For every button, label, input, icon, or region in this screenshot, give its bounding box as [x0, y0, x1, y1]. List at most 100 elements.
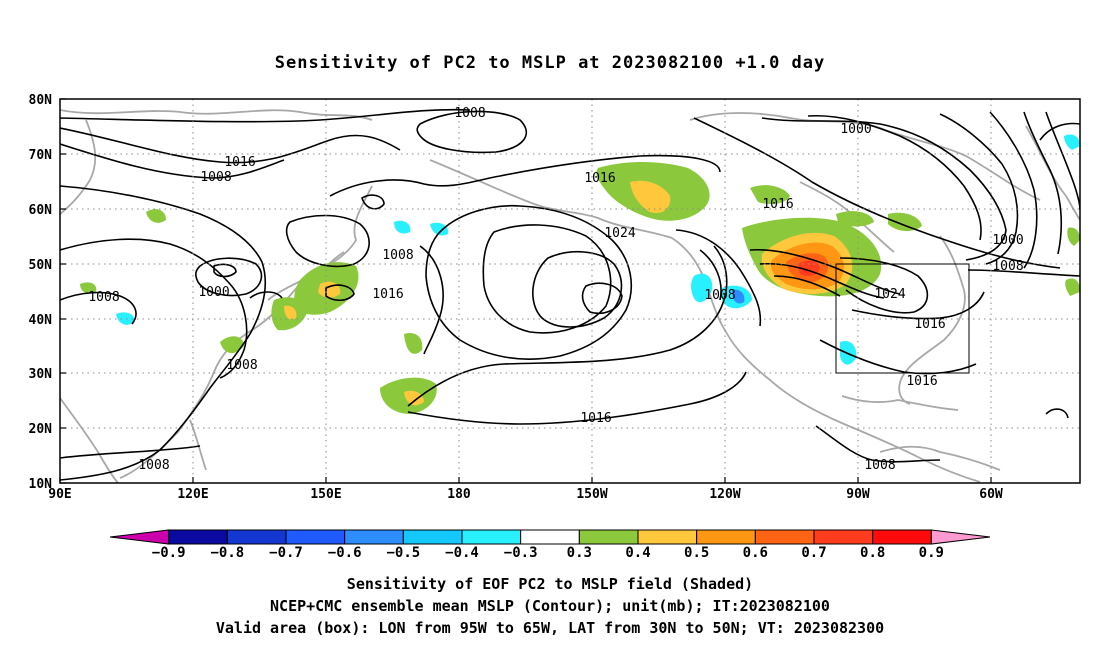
contour-line: [325, 284, 355, 302]
contour-line: [419, 245, 444, 355]
colorbar-label: 0.5: [684, 545, 709, 561]
contour-line: [482, 224, 612, 334]
tick-label-lon: 90E: [48, 487, 71, 502]
colorbar-boxes: [109, 529, 991, 545]
tick-label-lat: 30N: [29, 367, 53, 382]
contour-line: [989, 111, 1038, 269]
contour-label: 1008: [864, 458, 895, 473]
shade-patch: [80, 282, 97, 294]
contour-line: [1045, 408, 1069, 419]
colorbar-extend-low: [109, 529, 170, 545]
tick-label-lat: 60N: [29, 203, 53, 218]
valid-area-box: [835, 263, 970, 374]
contour-line: [249, 291, 283, 299]
colorbar-box: [285, 529, 346, 545]
caption-line-2: NCEP+CMC ensemble mean MSLP (Contour); u…: [270, 597, 830, 615]
contour-line: [60, 238, 248, 379]
colorbar-box: [754, 529, 815, 545]
caption-line-3: Valid area (box): LON from 95W to 65W, L…: [216, 619, 884, 637]
tick-label-lat: 50N: [29, 258, 53, 273]
contour-label: 1024: [604, 226, 635, 241]
x-axis: 90E 120E 150E 180 150W 120W 90W 60W: [48, 477, 1003, 502]
contour-line: [329, 154, 721, 197]
contour-line: [693, 117, 1061, 269]
contour-label: 1016: [906, 374, 937, 389]
shade-patch: [404, 390, 424, 406]
colorbar-label: 0.7: [801, 545, 826, 561]
contour-line: [759, 262, 885, 299]
colorbar-label: −0.6: [328, 545, 362, 561]
contour-line: [532, 250, 623, 328]
contour-label: 1008: [704, 288, 735, 303]
contour-line: [407, 371, 747, 425]
caption-line-1: Sensitivity of EOF PC2 to MSLP field (Sh…: [347, 575, 753, 593]
map-frame: [59, 98, 1081, 484]
colorbar-box: [402, 529, 463, 545]
shade-patch: [888, 212, 922, 232]
shade-patch: [430, 222, 449, 236]
colorbar-labels: −0.9 −0.8 −0.7 −0.6 −0.5 −0.4 −0.3 0.3 0.4 0.5 0.6…: [152, 545, 944, 561]
colorbar-box: [872, 529, 932, 545]
y-axis: 80N 70N 60N 50N 40N 30N 20N 10N: [29, 93, 66, 492]
shade-patch: [1067, 227, 1080, 246]
contour-label: 1016: [584, 171, 615, 186]
shade-patch: [116, 312, 135, 325]
contour-label: 1008: [138, 458, 169, 473]
colorbar-extend-high: [930, 529, 991, 545]
contour-line: [285, 214, 370, 268]
contour-line: [851, 291, 985, 320]
shade-patch: [404, 332, 423, 354]
colorbar-label: −0.5: [386, 545, 420, 561]
tick-label-lon: 120W: [709, 487, 740, 502]
map-panel: 1008 1016 1008 1000 1008 1008 1008 1016 …: [59, 98, 1081, 484]
coastline-caribbean: [879, 445, 1001, 471]
tick-label-lon: 120E: [177, 487, 208, 502]
coastline-arctic-asia: [60, 109, 373, 121]
colorbar-label: −0.9: [152, 545, 186, 561]
tick-label-lat: 20N: [29, 422, 53, 437]
coastline-gulf: [841, 395, 959, 411]
tick-label-lon: 150E: [310, 487, 341, 502]
colorbar-label: 0.6: [743, 545, 768, 561]
contour-line: [213, 263, 237, 278]
coastline-siberia: [60, 119, 97, 215]
contour-line: [1023, 111, 1063, 255]
contour-line: [195, 257, 263, 297]
caption: Sensitivity of EOF PC2 to MSLP field (Sh…: [216, 575, 884, 637]
contour-line: [675, 229, 762, 327]
contour-line: [60, 143, 285, 179]
coastline-alaska: [429, 159, 673, 239]
tick-label-lat: 80N: [29, 93, 53, 108]
colorbar-label: −0.7: [269, 545, 303, 561]
shade-patch: [750, 185, 790, 204]
figure-title: Sensitivity of PC2 to MSLP at 2023082100…: [275, 53, 826, 73]
colorbar-label: 0.8: [860, 545, 885, 561]
contour-line: [967, 269, 1080, 277]
contour-label: 1008: [200, 170, 231, 185]
colorbar-label: 0.3: [567, 545, 592, 561]
contour-label: 1016: [914, 317, 945, 332]
shade-patch: [146, 209, 166, 223]
colorbar-box: [168, 529, 228, 545]
contour-line: [815, 425, 941, 463]
contour-label: 1008: [88, 290, 119, 305]
lat-lon-grid: [60, 99, 1080, 483]
contour-line: [416, 110, 528, 154]
shade-patch: [732, 289, 745, 304]
colorbar-label: −0.4: [445, 545, 479, 561]
contour-label: 1024: [874, 287, 905, 302]
shade-patch: [1064, 134, 1080, 150]
contour-label: 1016: [224, 155, 255, 170]
colorbar: −0.9 −0.8 −0.7 −0.6 −0.5 −0.4 −0.3 0.3 0.4 0.5 0.6…: [109, 529, 991, 561]
contour-line: [839, 257, 929, 314]
colorbar-box: [226, 529, 287, 545]
coastline-indochina: [60, 397, 119, 483]
coastline-east-america: [898, 235, 966, 405]
shade-patch: [394, 220, 411, 234]
contour-label: 1016: [762, 197, 793, 212]
colorbar-label: −0.8: [210, 545, 244, 561]
colorbar-box: [344, 529, 404, 545]
colorbar-box: [813, 529, 874, 545]
contour-line: [939, 113, 1019, 265]
